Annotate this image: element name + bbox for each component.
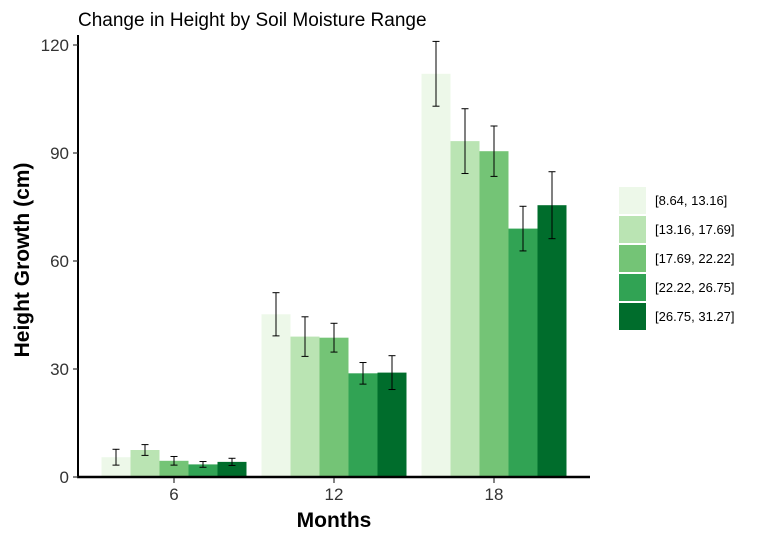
bar <box>508 228 538 477</box>
error-bar <box>461 108 469 175</box>
bar <box>290 336 320 477</box>
error-bar <box>228 457 236 466</box>
error-bar <box>112 448 120 466</box>
x-tick-label: 6 <box>169 485 178 504</box>
bar <box>101 457 131 477</box>
error-bar <box>359 362 367 385</box>
bar <box>261 314 291 477</box>
error-bars-group <box>112 40 556 468</box>
error-bar <box>272 292 280 337</box>
x-axis-title: Months <box>297 509 372 532</box>
error-bar <box>301 316 309 357</box>
legend-label: [8.64, 13.16] <box>655 193 727 208</box>
error-bar <box>432 40 440 107</box>
bar <box>450 141 480 477</box>
legend-item: [13.16, 17.69] <box>619 216 735 243</box>
x-tick-label: 18 <box>485 485 504 504</box>
x-tick-label: 12 <box>325 485 344 504</box>
legend: [8.64, 13.16] [13.16, 17.69] [17.69, 22.22… <box>619 187 735 330</box>
y-tick-label: 120 <box>41 36 69 55</box>
y-axis-title: Height Growth (cm) <box>11 163 34 358</box>
bar <box>319 337 349 477</box>
chart-title: Change in Height by Soil Moisture Range <box>78 10 427 31</box>
y-tick-label: 60 <box>50 252 69 271</box>
y-ticks-group: 0 30 60 90 120 <box>41 36 78 487</box>
error-bar <box>141 444 149 456</box>
error-bar <box>490 125 498 177</box>
legend-swatch <box>619 274 646 301</box>
legend-swatch <box>619 216 646 243</box>
bar <box>217 461 247 477</box>
legend-label: [22.22, 26.75] <box>655 280 735 295</box>
error-bar <box>330 322 338 353</box>
legend-swatch <box>619 187 646 214</box>
legend-label: [26.75, 31.27] <box>655 309 735 324</box>
y-tick-label: 0 <box>60 468 69 487</box>
legend-label: [17.69, 22.22] <box>655 251 735 266</box>
legend-item: [8.64, 13.16] <box>619 187 727 214</box>
legend-label: [13.16, 17.69] <box>655 222 735 237</box>
legend-item: [17.69, 22.22] <box>619 245 735 272</box>
error-bar <box>548 171 556 240</box>
bar <box>479 151 509 477</box>
legend-swatch <box>619 303 646 330</box>
legend-swatch <box>619 245 646 272</box>
bar <box>348 373 378 477</box>
bar <box>188 464 218 477</box>
bar <box>159 460 189 477</box>
x-ticks-group: 6 12 18 <box>169 478 503 504</box>
legend-item: [26.75, 31.27] <box>619 303 735 330</box>
error-bar <box>199 461 207 468</box>
y-tick-label: 30 <box>50 360 69 379</box>
error-bar <box>519 205 527 252</box>
legend-item: [22.22, 26.75] <box>619 274 735 301</box>
error-bar <box>170 455 178 466</box>
bars-group <box>101 73 567 478</box>
y-tick-label: 90 <box>50 144 69 163</box>
bar <box>421 73 451 478</box>
bar <box>537 205 567 477</box>
error-bar <box>388 355 396 391</box>
